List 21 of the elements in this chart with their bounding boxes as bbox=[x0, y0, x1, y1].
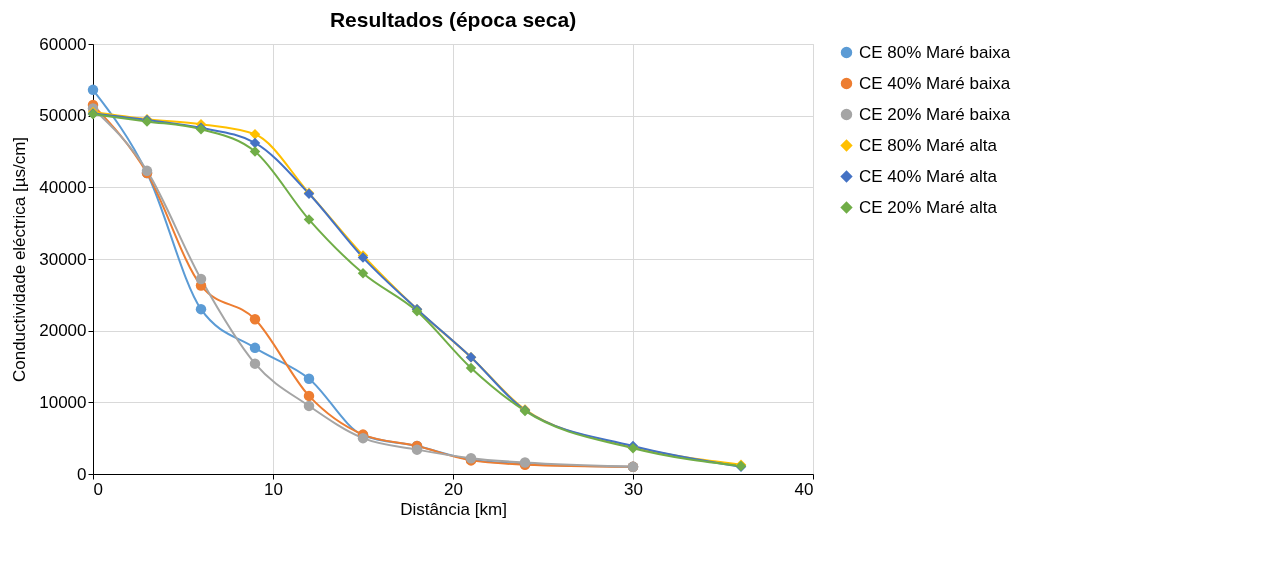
y-tick-label: 0 bbox=[77, 464, 87, 484]
y-tick-label: 50000 bbox=[39, 106, 87, 126]
legend-label: CE 80% Maré baixa bbox=[859, 42, 1011, 62]
legend-label: CE 20% Maré baixa bbox=[859, 104, 1011, 124]
y-tick-label: 60000 bbox=[39, 34, 87, 54]
x-tick-label: 30 bbox=[624, 479, 643, 499]
legend-label: CE 40% Maré alta bbox=[859, 166, 998, 186]
legend-label: CE 20% Maré alta bbox=[859, 197, 998, 217]
y-tick-label: 40000 bbox=[39, 177, 87, 197]
legend-label: CE 80% Maré alta bbox=[859, 135, 998, 155]
x-tick-label: 0 bbox=[93, 479, 103, 499]
x-tick-label: 10 bbox=[264, 479, 283, 499]
legend-label: CE 40% Maré baixa bbox=[859, 73, 1011, 93]
x-tick-label: 40 bbox=[794, 479, 814, 499]
x-axis-title: Distância [km] bbox=[400, 499, 507, 519]
y-tick-label: 10000 bbox=[39, 392, 87, 412]
y-axis-title: Conductividade eléctrica [µs/cm] bbox=[10, 136, 30, 383]
x-tick-label: 20 bbox=[444, 479, 463, 499]
y-tick-label: 30000 bbox=[39, 249, 87, 269]
chart-title: Resultados (época seca) bbox=[329, 8, 577, 31]
y-tick-label: 20000 bbox=[39, 321, 87, 341]
